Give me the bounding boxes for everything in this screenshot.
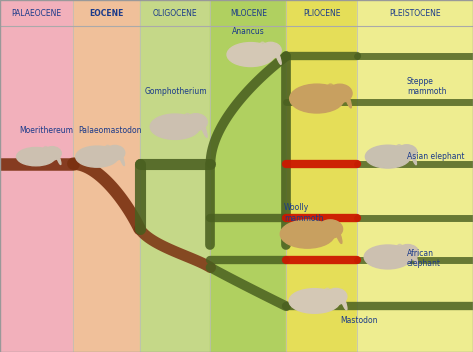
Ellipse shape (117, 147, 124, 165)
Ellipse shape (42, 146, 49, 159)
Ellipse shape (339, 291, 347, 310)
Ellipse shape (334, 224, 342, 243)
Ellipse shape (199, 115, 207, 137)
Ellipse shape (54, 148, 61, 164)
Ellipse shape (396, 145, 417, 160)
Text: Palaeomastodon: Palaeomastodon (78, 126, 141, 135)
Ellipse shape (325, 288, 347, 304)
Text: Mastodon: Mastodon (341, 316, 378, 325)
Ellipse shape (289, 289, 340, 313)
Text: PLIOCENE: PLIOCENE (303, 9, 341, 18)
Text: OLIGOCENE: OLIGOCENE (153, 9, 197, 18)
Text: Woolly
mammoth: Woolly mammoth (284, 203, 324, 223)
Ellipse shape (184, 114, 207, 131)
Ellipse shape (325, 84, 335, 100)
Ellipse shape (105, 145, 125, 160)
Text: Steppe
mammoth: Steppe mammoth (407, 76, 447, 96)
Ellipse shape (280, 220, 334, 248)
Ellipse shape (318, 220, 342, 238)
Bar (210, 0, 286, 352)
Bar (357, 0, 473, 352)
Ellipse shape (327, 84, 352, 102)
Text: EOCENE: EOCENE (89, 9, 123, 18)
Ellipse shape (150, 114, 200, 139)
Bar (73, 0, 140, 352)
Ellipse shape (273, 44, 281, 64)
Text: Anancus: Anancus (232, 27, 264, 36)
Ellipse shape (397, 245, 419, 261)
Ellipse shape (17, 147, 55, 166)
Ellipse shape (183, 114, 192, 129)
Ellipse shape (411, 248, 418, 265)
Text: Moerithereum: Moerithereum (19, 126, 73, 135)
Ellipse shape (395, 145, 403, 158)
Text: African
elephant: African elephant (407, 249, 441, 269)
Text: PALAEOCENE: PALAEOCENE (12, 9, 61, 18)
Ellipse shape (410, 148, 416, 165)
Text: PLEISTOCENE: PLEISTOCENE (389, 9, 441, 18)
Ellipse shape (258, 42, 267, 56)
Bar (0, 0, 73, 352)
Ellipse shape (365, 145, 410, 168)
Text: Gomphotherium: Gomphotherium (144, 87, 207, 96)
Bar (286, 0, 357, 352)
Text: Asian elephant: Asian elephant (407, 152, 464, 161)
Ellipse shape (316, 220, 326, 236)
Ellipse shape (395, 244, 404, 259)
Ellipse shape (43, 147, 61, 160)
Ellipse shape (227, 43, 274, 67)
Ellipse shape (323, 288, 332, 303)
Ellipse shape (289, 84, 344, 113)
Ellipse shape (104, 145, 112, 159)
Bar (140, 0, 210, 352)
Ellipse shape (343, 88, 351, 108)
Ellipse shape (364, 245, 412, 269)
Ellipse shape (76, 146, 118, 167)
Text: MLOCENE: MLOCENE (230, 9, 267, 18)
Ellipse shape (260, 42, 281, 58)
